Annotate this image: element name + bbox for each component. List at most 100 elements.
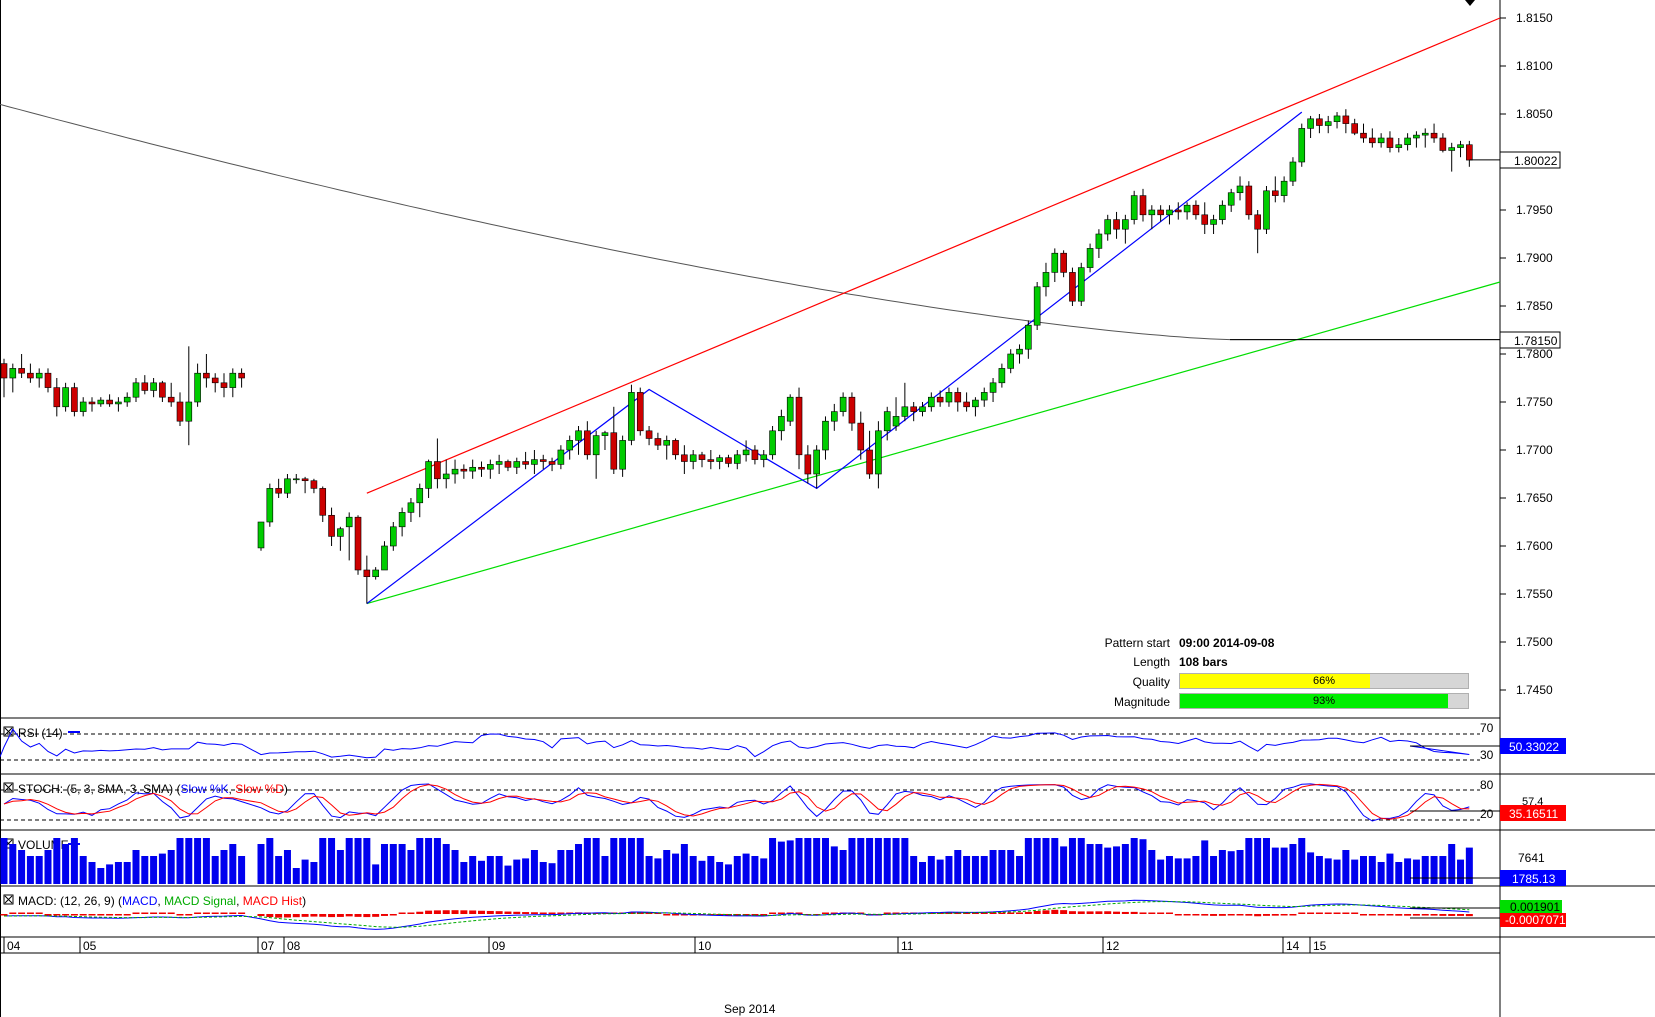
macd-hist-bar [1457, 914, 1465, 916]
candle [830, 411, 838, 422]
candle [115, 401, 122, 405]
candle [928, 396, 935, 408]
scroll-marker-icon[interactable] [1465, 0, 1475, 6]
volume-bar [1007, 850, 1015, 884]
volume-bar [70, 838, 78, 884]
macd-hist-bar [26, 912, 34, 914]
candle [1086, 248, 1094, 268]
macd-hist-bar [1395, 914, 1403, 916]
price-tick-label: 1.7900 [1516, 251, 1553, 265]
candle [786, 396, 794, 422]
volume-value: 1785.13 [1512, 872, 1556, 886]
volume-bar [220, 850, 228, 884]
candle [1069, 272, 1076, 302]
volume-bar [619, 838, 627, 884]
volume-bar [53, 838, 61, 884]
quality-bar-fill [1180, 674, 1371, 688]
macd-panel: MACD: (12, 26, 9) (MACD, MACD Signal, MA… [0, 894, 1566, 930]
candle [1236, 185, 1244, 194]
macd-hist-bar [1139, 912, 1147, 914]
volume-bar [1060, 846, 1068, 884]
macd-hist-bar [1360, 914, 1367, 916]
price-tick-label: 1.8100 [1516, 59, 1553, 73]
macd-hist-bar [1315, 912, 1323, 914]
volume-bar [1412, 859, 1420, 884]
candle [176, 401, 184, 422]
volume-bar [1201, 840, 1209, 884]
volume-bar [1298, 838, 1306, 884]
macd-hist-bar [176, 914, 184, 916]
macd-hist-bar [319, 914, 327, 917]
volume-bar [610, 838, 618, 884]
volume-bar [1130, 838, 1138, 884]
volume-bar [1395, 862, 1403, 884]
macd-hist-bar [1042, 910, 1050, 914]
candle [628, 392, 635, 441]
candle [963, 401, 970, 408]
volume-title: VOLUME [18, 838, 69, 852]
candle [62, 387, 69, 408]
candle [18, 368, 25, 374]
candle [945, 392, 953, 403]
macd-hist-bar [627, 912, 635, 914]
volume-bar [751, 856, 759, 884]
macd-hist-bar [777, 912, 785, 914]
volume-bar [927, 856, 935, 884]
price-tick-label: 1.8050 [1516, 107, 1553, 121]
candle [1060, 252, 1067, 273]
volume-bar [158, 853, 166, 884]
rsi-value: 50.33022 [1509, 740, 1559, 754]
candle [79, 401, 87, 412]
volume-bar [301, 859, 309, 884]
macd-hist-bar [1165, 912, 1173, 914]
candle [1369, 137, 1376, 144]
resistance-line [366, 17, 1501, 494]
macd-hist-bar [257, 914, 265, 917]
volume-bar [451, 850, 459, 884]
volume-bar [194, 838, 202, 884]
volume-bar [645, 856, 653, 884]
rsi-panel: RSI (14) 70 30 50.33022 [0, 721, 1566, 762]
volume-bar [627, 838, 635, 884]
macd-hist-bar [980, 912, 988, 914]
volume-bar [425, 838, 433, 884]
candle [1421, 132, 1429, 136]
macd-hist-bar [185, 914, 193, 916]
macd-hist-bar [486, 910, 494, 914]
macd-hist-bar [1095, 911, 1103, 914]
volume-bar [79, 856, 87, 884]
candle [238, 372, 245, 379]
volume-bar [1351, 859, 1359, 884]
day-label: 12 [1106, 939, 1120, 953]
volume-bar [292, 868, 300, 884]
macd-hist-bar [971, 912, 979, 914]
candle [1025, 324, 1032, 350]
candle [1448, 147, 1455, 151]
candle [1457, 144, 1464, 148]
macd-hist-bar [1016, 912, 1024, 914]
candle [1130, 195, 1138, 220]
volume-bar [592, 838, 600, 884]
volume-bar [575, 844, 583, 884]
volume-bar [1262, 838, 1270, 884]
candle [857, 422, 865, 451]
candle [220, 382, 228, 388]
volume-bar [1333, 859, 1341, 884]
candle [345, 516, 353, 528]
macd-hist-bar [275, 914, 283, 918]
macd-hist-bar [1245, 914, 1253, 916]
stoch-d-line [3, 783, 1470, 820]
volume-bar [971, 856, 979, 884]
volume-bar [1192, 856, 1200, 884]
macd-hist-bar [469, 910, 477, 914]
candle [1104, 219, 1112, 235]
day-label: 10 [698, 939, 712, 953]
candle [203, 372, 210, 379]
volume-bar [202, 838, 210, 884]
candle [1095, 233, 1103, 249]
candle [1430, 132, 1438, 139]
ma-price-label: 1.78150 [1514, 334, 1558, 348]
macd-hist-bar [883, 912, 891, 914]
candle [381, 545, 388, 571]
